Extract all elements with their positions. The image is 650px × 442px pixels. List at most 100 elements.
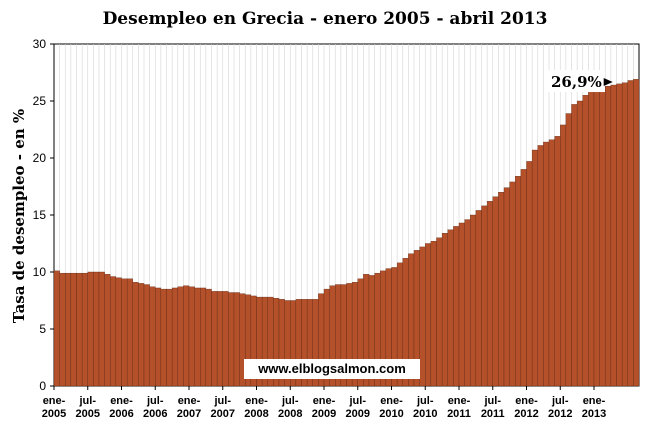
bar [104,274,111,387]
watermark: www.elblogsalmon.com [244,359,420,379]
y-tick-label: 30 [33,37,47,51]
bar [531,149,538,387]
bar [436,237,443,387]
bar [458,222,465,387]
bar [571,104,578,387]
bar [621,82,628,387]
bar [593,89,600,387]
watermark-background [244,359,420,379]
bar [171,287,178,387]
bar [132,282,139,387]
bar [430,241,437,387]
bar [582,95,589,387]
bar [503,187,510,387]
y-tick-label: 5 [39,322,46,336]
x-tick-label: jul-2005 [76,395,100,420]
x-tick-label: jul-2011 [481,395,505,420]
bar [149,286,156,387]
chart-title: Desempleo en Grecia - enero 2005 - abril… [103,9,548,29]
bar [81,272,88,387]
bar [138,283,145,387]
bar [211,291,218,387]
x-tick-label: ene-2012 [514,395,538,420]
bar [605,86,612,387]
x-tick-label: ene-2008 [244,395,268,420]
bar [441,233,448,387]
bar [222,291,229,387]
bar [98,271,105,387]
bar [188,286,195,387]
bars-group [53,79,640,387]
bar [228,292,235,387]
bar [588,90,595,387]
bar [126,278,133,387]
x-tick-label: ene-2006 [109,395,133,420]
bar [233,292,240,387]
bar [560,124,567,387]
watermark-text: www.elblogsalmon.com [257,361,406,376]
bar [166,288,173,387]
x-tick-label: ene-2007 [177,395,201,420]
bar [87,271,94,387]
bar [110,276,117,387]
y-tick-label: 10 [33,265,47,279]
plot-area: 0 5 10 15 20 25 30 ene-2005 jul-2005 ene-2006 jul… [33,37,640,420]
x-tick-label: ene-2010 [379,395,403,420]
bar [155,287,162,387]
x-tick-label: jul-2009 [346,395,370,420]
x-axis-ticks: ene-2005 jul-2005 ene-2006 jul-2006 ene-2007… [42,386,606,420]
bar [194,287,201,387]
y-tick-label: 0 [39,379,46,393]
bar [486,201,493,387]
bar [554,136,561,387]
bar [205,288,212,387]
bar [565,113,572,387]
arrow-head-icon [603,78,613,87]
bar [526,161,533,387]
bar [633,79,640,387]
bar [537,145,544,387]
bar [70,272,77,387]
bar [419,246,426,387]
x-tick-label: ene-2009 [312,395,336,420]
bar [492,196,499,387]
x-tick-label: jul-2010 [413,395,437,420]
bar [515,176,522,387]
annotation-label: 26,9% [551,73,602,91]
annotation-background [545,70,605,93]
bar [121,278,128,387]
bar [616,83,623,387]
y-axis-label: Tasa de desempleo - en % [10,109,28,323]
bar [498,192,505,387]
bar [481,205,488,387]
bar [464,219,471,387]
bar [610,84,617,387]
bar [576,100,583,387]
bar [183,285,190,387]
bar [543,141,550,387]
bar [93,271,100,387]
y-tick-label: 20 [33,151,47,165]
bar [509,181,516,387]
bar [216,291,223,387]
x-tick-label: jul-2008 [278,395,302,420]
bar [76,272,83,387]
y-axis-ticks: 0 5 10 15 20 25 30 [33,37,54,393]
bar [599,87,606,387]
bar [475,210,482,387]
bar [59,272,66,387]
bar [160,288,167,387]
y-tick-label: 15 [33,208,47,222]
bar [425,243,432,387]
bar [53,270,60,387]
x-tick-label: ene-2013 [582,395,606,420]
bar [548,139,555,387]
bar [177,286,184,387]
x-tick-label: ene-2005 [42,395,66,420]
annotation: 26,9% [545,70,613,93]
bar [520,169,527,387]
bar [143,284,150,387]
bar [65,272,72,387]
bar [200,287,207,387]
